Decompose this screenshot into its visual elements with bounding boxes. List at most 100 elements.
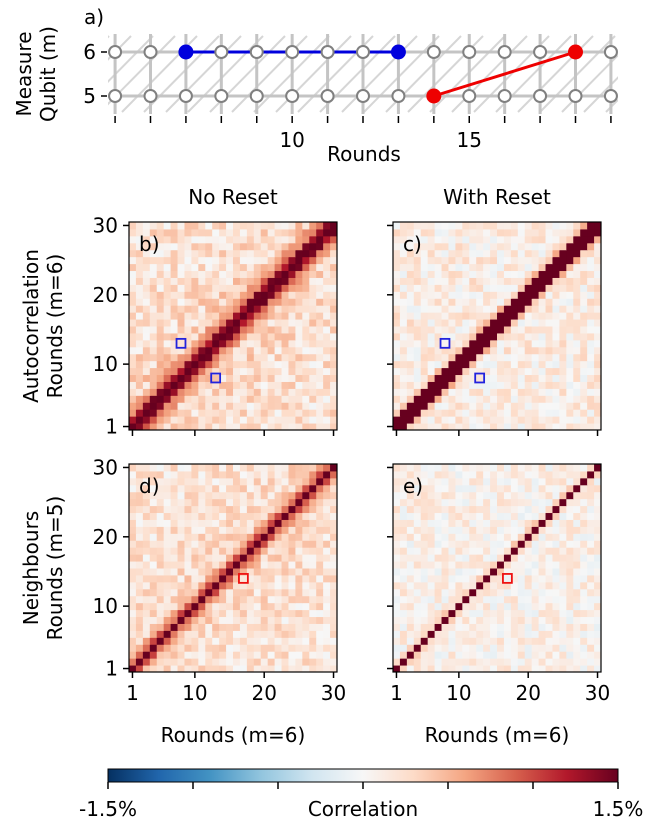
heatmap-cell bbox=[566, 512, 574, 520]
heatmap-cell bbox=[149, 374, 158, 382]
heatmap-cell bbox=[503, 498, 512, 507]
heatmap-cell bbox=[420, 235, 429, 244]
heatmap-cell bbox=[462, 395, 470, 403]
heatmap-cell bbox=[441, 388, 449, 396]
heatmap-cell bbox=[448, 588, 456, 597]
heatmap-cell bbox=[163, 263, 172, 272]
heatmap-cell bbox=[274, 505, 283, 514]
heatmap-cell bbox=[246, 505, 255, 514]
heatmap-cell bbox=[295, 409, 303, 417]
heatmap-cell bbox=[198, 353, 206, 362]
heatmap-cell bbox=[524, 651, 533, 659]
heatmap-cell bbox=[163, 574, 172, 583]
heatmap-cell bbox=[531, 630, 540, 638]
heatmap-cell bbox=[524, 630, 533, 638]
heatmap-cell bbox=[448, 644, 456, 652]
heatmap-cell bbox=[587, 263, 595, 272]
heatmap-cell bbox=[538, 533, 547, 541]
heatmap-cell bbox=[309, 464, 317, 472]
heatmap-cell bbox=[455, 353, 463, 362]
heatmap-cell bbox=[302, 367, 310, 376]
heatmap-cell bbox=[476, 484, 484, 493]
heatmap-cell bbox=[219, 291, 227, 299]
heatmap-cell bbox=[462, 222, 470, 230]
heatmap-cell bbox=[316, 353, 324, 362]
heatmap-cell bbox=[219, 381, 227, 389]
heatmap-cell bbox=[552, 623, 560, 631]
heatmap-cell bbox=[323, 277, 331, 285]
heatmap-cell bbox=[274, 588, 283, 597]
heatmap-cell bbox=[226, 554, 234, 562]
heatmap-cell bbox=[517, 658, 526, 666]
heatmap-cell bbox=[434, 298, 443, 306]
heatmap-cell bbox=[267, 332, 276, 341]
heatmap-cell bbox=[413, 367, 422, 376]
heatmap-cell bbox=[399, 630, 408, 638]
heatmap-cell bbox=[198, 512, 206, 520]
heatmap-cell bbox=[517, 339, 526, 348]
heatmap-cell bbox=[462, 332, 470, 341]
heatmap-cell bbox=[142, 470, 151, 479]
heatmap-cell bbox=[524, 554, 533, 562]
heatmap-cell bbox=[239, 540, 248, 548]
heatmap-cell bbox=[420, 623, 429, 631]
heatmap-cell bbox=[420, 526, 429, 534]
heatmap-cell bbox=[455, 637, 463, 645]
heatmap-cell bbox=[393, 519, 401, 527]
heatmap-cell bbox=[191, 602, 199, 611]
heatmap-cell bbox=[330, 395, 338, 403]
heatmap-cell bbox=[129, 526, 137, 534]
heatmap-cell bbox=[399, 388, 408, 396]
heatmap-cell bbox=[497, 222, 505, 230]
heatmap-cell bbox=[441, 637, 449, 645]
heatmap-cell bbox=[573, 416, 581, 424]
heatmap-cell bbox=[538, 312, 547, 320]
heatmap-cells bbox=[393, 222, 602, 431]
heatmap-cell bbox=[219, 561, 227, 569]
heatmap-cell bbox=[434, 339, 443, 348]
heatmap-cell bbox=[497, 498, 505, 507]
heatmap-cell bbox=[198, 637, 206, 645]
heatmap-cell bbox=[170, 595, 179, 604]
heatmap-cell bbox=[420, 637, 429, 645]
heatmap-cell bbox=[552, 249, 560, 258]
heatmap-cell bbox=[434, 491, 443, 500]
heatmap-cell bbox=[524, 595, 533, 604]
heatmap-cell bbox=[441, 256, 449, 265]
heatmap-cell bbox=[198, 491, 206, 500]
heatmap-cell bbox=[267, 353, 276, 362]
heatmap-cell bbox=[427, 235, 436, 244]
heatmap-cell bbox=[573, 256, 581, 265]
heatmap-cell bbox=[552, 270, 560, 278]
heatmap-cell bbox=[469, 561, 477, 569]
heatmap-cell bbox=[490, 602, 498, 611]
heatmap-cell bbox=[142, 305, 151, 313]
heatmap-cell bbox=[469, 423, 477, 431]
heatmap-cell bbox=[434, 228, 443, 237]
heatmap-cell bbox=[420, 256, 429, 265]
heatmap-cell bbox=[129, 332, 137, 341]
heatmap-cell bbox=[538, 319, 547, 327]
heatmap-cell bbox=[129, 381, 137, 389]
heatmap-cell bbox=[135, 374, 144, 382]
heatmap-cell bbox=[434, 312, 443, 320]
heatmap-cell bbox=[469, 651, 477, 659]
heatmap-cell bbox=[302, 519, 310, 527]
heatmap-cell bbox=[503, 228, 512, 237]
heatmap-cell bbox=[531, 319, 540, 327]
heatmap-cell bbox=[156, 395, 165, 403]
heatmap-cell bbox=[226, 270, 234, 278]
heatmap-cell bbox=[580, 423, 588, 431]
heatmap-cell bbox=[545, 464, 553, 472]
heatmap-cell bbox=[260, 665, 269, 673]
heatmap-cell bbox=[288, 519, 296, 527]
heatmap-cell bbox=[476, 256, 484, 265]
heatmap-cell bbox=[177, 568, 185, 576]
y-tick-label: 20 bbox=[93, 525, 118, 549]
heatmap-cell bbox=[170, 332, 179, 341]
heatmap-cell bbox=[476, 581, 484, 590]
heatmap-cell bbox=[497, 568, 505, 576]
heatmap-cell bbox=[566, 402, 574, 410]
heatmap-cell bbox=[288, 665, 296, 673]
heatmap-cell bbox=[149, 665, 158, 673]
